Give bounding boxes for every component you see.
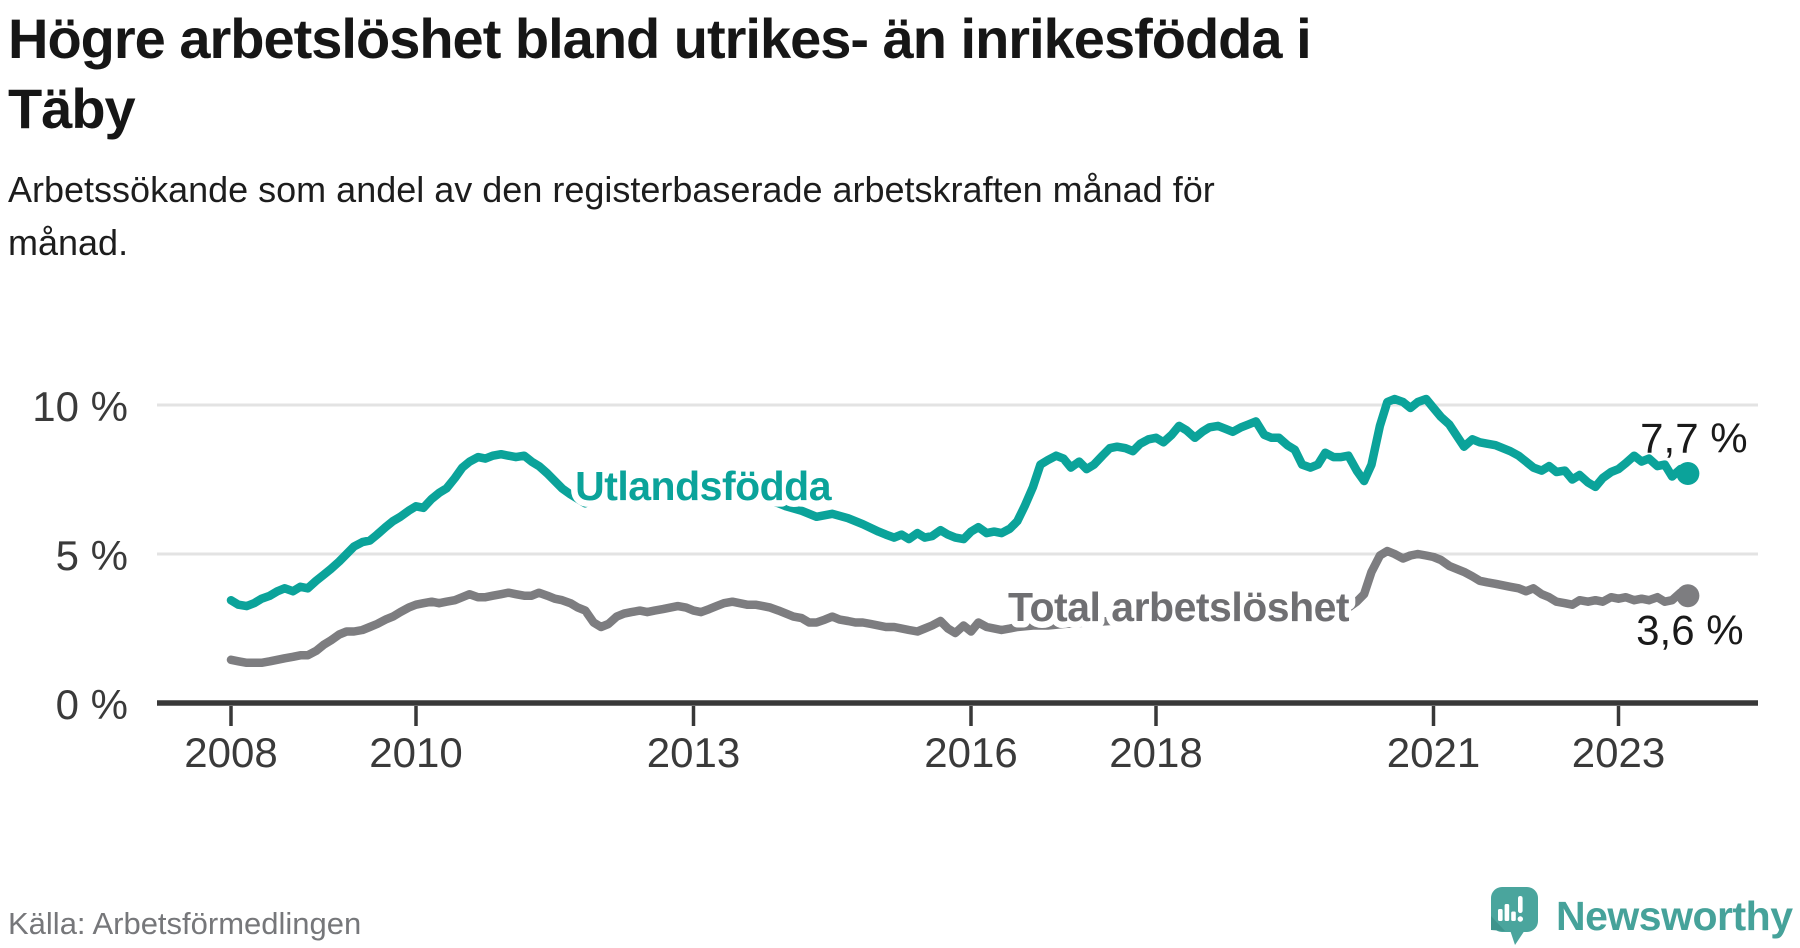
end-dot-total-arbetsl-shet (1676, 584, 1700, 608)
end-label-utlandsf-dda: 7,7 % (1640, 415, 1747, 462)
end-label-total-arbetsl-shet: 3,6 % (1636, 607, 1743, 654)
page-title-line-2: Täby (8, 77, 136, 140)
end-dot-utlandsf-dda (1676, 462, 1700, 486)
logo-bubble-icon (1491, 887, 1538, 945)
source-note: Källa: Arbetsförmedlingen (8, 906, 362, 941)
newsworthy-logo: Newsworthy (1491, 887, 1794, 945)
y-tick-label-5: 5 % (56, 532, 128, 579)
y-tick-label-10: 10 % (32, 383, 128, 430)
series-label-total-arbetsl-shet: Total arbetslöshet (1008, 584, 1350, 630)
x-tick-label-2023: 2023 (1572, 729, 1665, 776)
chart-subtitle-line-2: månad. (8, 222, 129, 263)
x-tick-label-2018: 2018 (1109, 729, 1202, 776)
series-label-utlandsf-dda: Utlandsfödda (575, 463, 833, 509)
logo-wordmark: Newsworthy (1556, 893, 1793, 939)
logo-bar-chart-icon (1498, 896, 1523, 922)
page-title-line-1: Högre arbetslöshet bland utrikes- än inr… (8, 7, 1312, 70)
page-title: Högre arbetslöshet bland utrikes- än inr… (8, 4, 1312, 144)
x-tick-label-2016: 2016 (924, 729, 1017, 776)
x-tick-label-2010: 2010 (369, 729, 462, 776)
chart-subtitle: Arbetssökande som andel av den registerb… (8, 163, 1215, 269)
x-tick-label-2013: 2013 (647, 729, 740, 776)
y-tick-label-0: 0 % (56, 681, 128, 728)
chart-subtitle-line-1: Arbetssökande som andel av den registerb… (8, 169, 1215, 210)
series-line-utlandsf-dda (226, 394, 1693, 611)
x-tick-label-2021: 2021 (1387, 729, 1480, 776)
x-tick-label-2008: 2008 (184, 729, 277, 776)
series-line-total-arbetsl-shet (226, 546, 1693, 668)
